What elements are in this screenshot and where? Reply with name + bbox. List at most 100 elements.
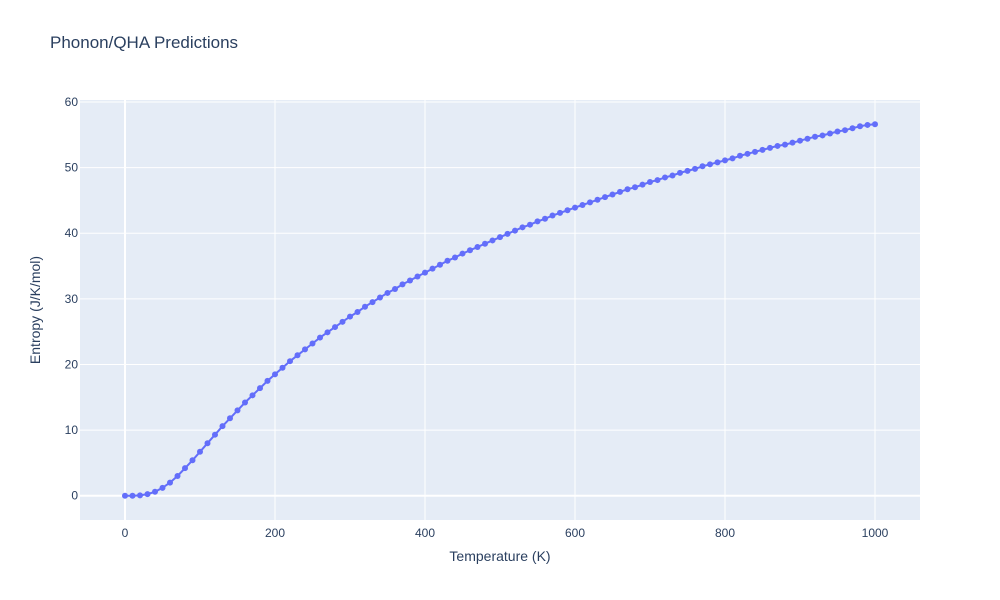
data-point[interactable] [692, 165, 698, 172]
data-point[interactable] [347, 313, 353, 320]
data-point[interactable] [497, 234, 503, 241]
data-point[interactable] [189, 457, 196, 464]
data-point[interactable] [257, 385, 263, 392]
data-point[interactable] [639, 181, 646, 188]
data-point[interactable] [212, 431, 218, 438]
data-point[interactable] [594, 196, 601, 203]
data-point[interactable] [827, 130, 833, 137]
data-point[interactable] [302, 346, 308, 353]
data-point[interactable] [197, 448, 203, 455]
data-point[interactable] [834, 128, 841, 135]
data-point[interactable] [219, 423, 226, 430]
data-point[interactable] [737, 152, 743, 159]
data-point[interactable] [662, 174, 668, 181]
data-point[interactable] [287, 358, 293, 365]
data-point[interactable] [467, 247, 473, 254]
data-point[interactable] [362, 303, 368, 310]
data-point[interactable] [159, 484, 166, 491]
data-point[interactable] [774, 142, 781, 149]
data-point[interactable] [182, 465, 188, 472]
data-point[interactable] [264, 377, 271, 384]
data-point[interactable] [354, 308, 361, 315]
data-point[interactable] [557, 209, 563, 216]
data-point[interactable] [204, 440, 211, 447]
data-point[interactable] [474, 244, 481, 250]
data-point[interactable] [429, 265, 436, 272]
data-point[interactable] [609, 191, 616, 198]
data-point[interactable] [632, 184, 638, 191]
data-point[interactable] [684, 167, 691, 174]
data-point[interactable] [857, 123, 863, 130]
data-point[interactable] [744, 150, 751, 157]
data-point[interactable] [654, 177, 661, 184]
data-point[interactable] [797, 137, 803, 144]
data-point[interactable] [137, 492, 143, 499]
data-point[interactable] [384, 289, 391, 296]
data-point[interactable] [647, 179, 653, 186]
data-point[interactable] [519, 224, 526, 231]
data-point[interactable] [242, 399, 248, 406]
data-point[interactable] [152, 488, 158, 495]
data-point[interactable] [482, 240, 488, 247]
data-point[interactable] [819, 132, 826, 139]
data-point[interactable] [677, 169, 683, 176]
data-point[interactable] [617, 188, 623, 195]
data-point[interactable] [707, 161, 713, 168]
data-point[interactable] [167, 479, 173, 486]
data-point[interactable] [722, 157, 728, 164]
data-point[interactable] [489, 237, 496, 244]
data-point[interactable] [812, 133, 818, 140]
data-point[interactable] [579, 202, 586, 208]
data-point[interactable] [714, 159, 721, 166]
data-point[interactable] [422, 269, 428, 276]
data-point[interactable] [669, 172, 676, 179]
data-point[interactable] [452, 254, 458, 261]
data-point[interactable] [414, 273, 421, 280]
data-point[interactable] [459, 250, 466, 257]
data-point[interactable] [332, 324, 338, 331]
data-point[interactable] [804, 135, 811, 142]
data-point[interactable] [369, 299, 376, 306]
data-point[interactable] [572, 204, 578, 211]
data-point[interactable] [564, 207, 571, 214]
data-point[interactable] [249, 392, 256, 399]
data-point[interactable] [317, 334, 323, 341]
data-point[interactable] [789, 139, 796, 146]
data-point[interactable] [767, 144, 773, 151]
data-point[interactable] [234, 407, 241, 414]
data-point[interactable] [759, 146, 766, 153]
data-point[interactable] [542, 215, 548, 222]
data-point[interactable] [437, 261, 443, 268]
data-point[interactable] [324, 329, 331, 336]
data-point[interactable] [309, 340, 316, 347]
data-point[interactable] [872, 121, 878, 128]
data-point[interactable] [782, 141, 788, 148]
data-point[interactable] [752, 148, 758, 155]
data-point[interactable] [549, 212, 556, 219]
data-point[interactable] [512, 227, 518, 234]
data-point[interactable] [842, 127, 848, 134]
data-point[interactable] [294, 352, 301, 359]
data-point[interactable] [444, 257, 451, 264]
data-point[interactable] [174, 473, 181, 480]
data-point[interactable] [729, 155, 736, 162]
data-point[interactable] [849, 125, 856, 132]
data-point[interactable] [122, 492, 128, 499]
data-point[interactable] [624, 186, 631, 193]
data-point[interactable] [279, 364, 286, 371]
data-point[interactable] [534, 218, 541, 225]
data-point[interactable] [377, 294, 383, 301]
data-point[interactable] [227, 415, 233, 422]
data-point[interactable] [587, 199, 593, 206]
data-point[interactable] [699, 163, 706, 170]
data-point[interactable] [144, 491, 151, 498]
data-point[interactable] [864, 121, 871, 128]
data-point[interactable] [602, 194, 608, 201]
data-point[interactable] [527, 221, 533, 228]
data-point[interactable] [392, 286, 398, 292]
data-point[interactable] [272, 371, 278, 378]
data-point[interactable] [399, 281, 406, 288]
data-point[interactable] [129, 492, 136, 499]
data-point[interactable] [407, 277, 413, 284]
data-point[interactable] [504, 230, 511, 237]
